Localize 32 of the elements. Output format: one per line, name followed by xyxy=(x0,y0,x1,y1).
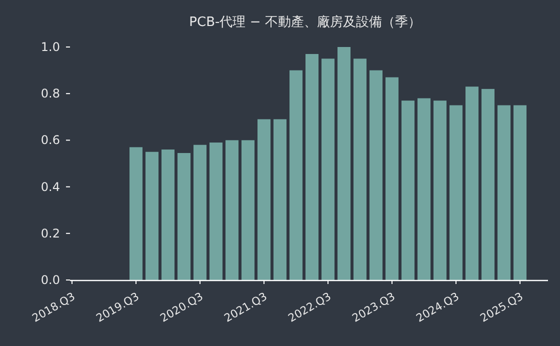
bar xyxy=(290,70,302,280)
bar xyxy=(450,105,462,280)
bar xyxy=(242,140,254,280)
bar xyxy=(434,100,446,280)
bar xyxy=(146,152,158,280)
bar xyxy=(370,70,382,280)
bar xyxy=(130,147,142,280)
bar xyxy=(498,105,510,280)
bar xyxy=(162,150,174,280)
bar xyxy=(274,119,286,280)
bar xyxy=(482,88,494,280)
bar xyxy=(402,100,414,280)
bar xyxy=(178,153,190,280)
chart-title: PCB-代理 − 不動產、廠房及設備（季） xyxy=(189,14,421,30)
bar xyxy=(194,144,206,280)
y-tick-label: 0.8 xyxy=(40,86,60,101)
bar xyxy=(210,142,222,280)
y-tick-label: 0.2 xyxy=(40,226,60,240)
y-tick-label: 0.4 xyxy=(40,180,60,194)
bar xyxy=(226,140,238,280)
bar xyxy=(386,77,398,280)
y-tick-label: 0.0 xyxy=(40,273,60,287)
y-tick-label: 1.0 xyxy=(40,40,60,54)
bar xyxy=(418,98,430,280)
bar xyxy=(322,58,334,280)
bar xyxy=(258,119,270,280)
bar xyxy=(338,47,350,280)
bar xyxy=(354,58,366,280)
bar xyxy=(306,54,318,280)
y-tick-label: 0.6 xyxy=(40,133,60,148)
bar xyxy=(466,86,478,280)
bar xyxy=(514,105,526,280)
